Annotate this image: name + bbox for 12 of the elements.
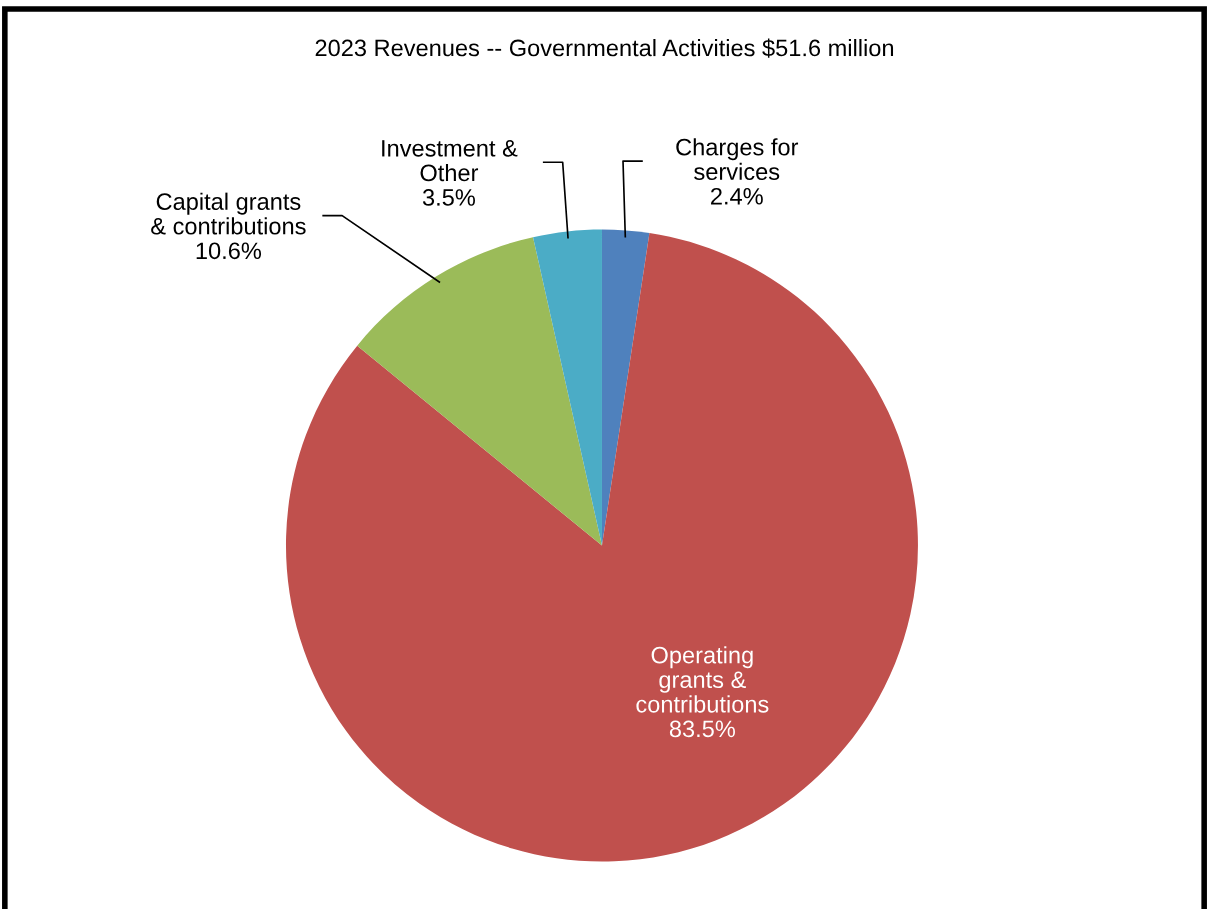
data-label: 3.5% (422, 189, 475, 206)
slice-label: Capital grants & contributions (151, 192, 306, 235)
data-label: 83.5% (669, 720, 735, 738)
slice-label: Charges for services (676, 138, 799, 181)
chart-title: 2023 Revenues -- Governmental Activities $51.6 million (315, 38, 894, 58)
pie-slice (357, 237, 602, 546)
pie-slice (533, 229, 602, 546)
slice-label: Operating grants & contributions (636, 646, 769, 713)
pie-slice (285, 233, 918, 862)
data-label: 2.4% (711, 187, 763, 205)
slice-label: Investment & Other (382, 140, 518, 182)
data-label: 10.6% (196, 242, 262, 260)
